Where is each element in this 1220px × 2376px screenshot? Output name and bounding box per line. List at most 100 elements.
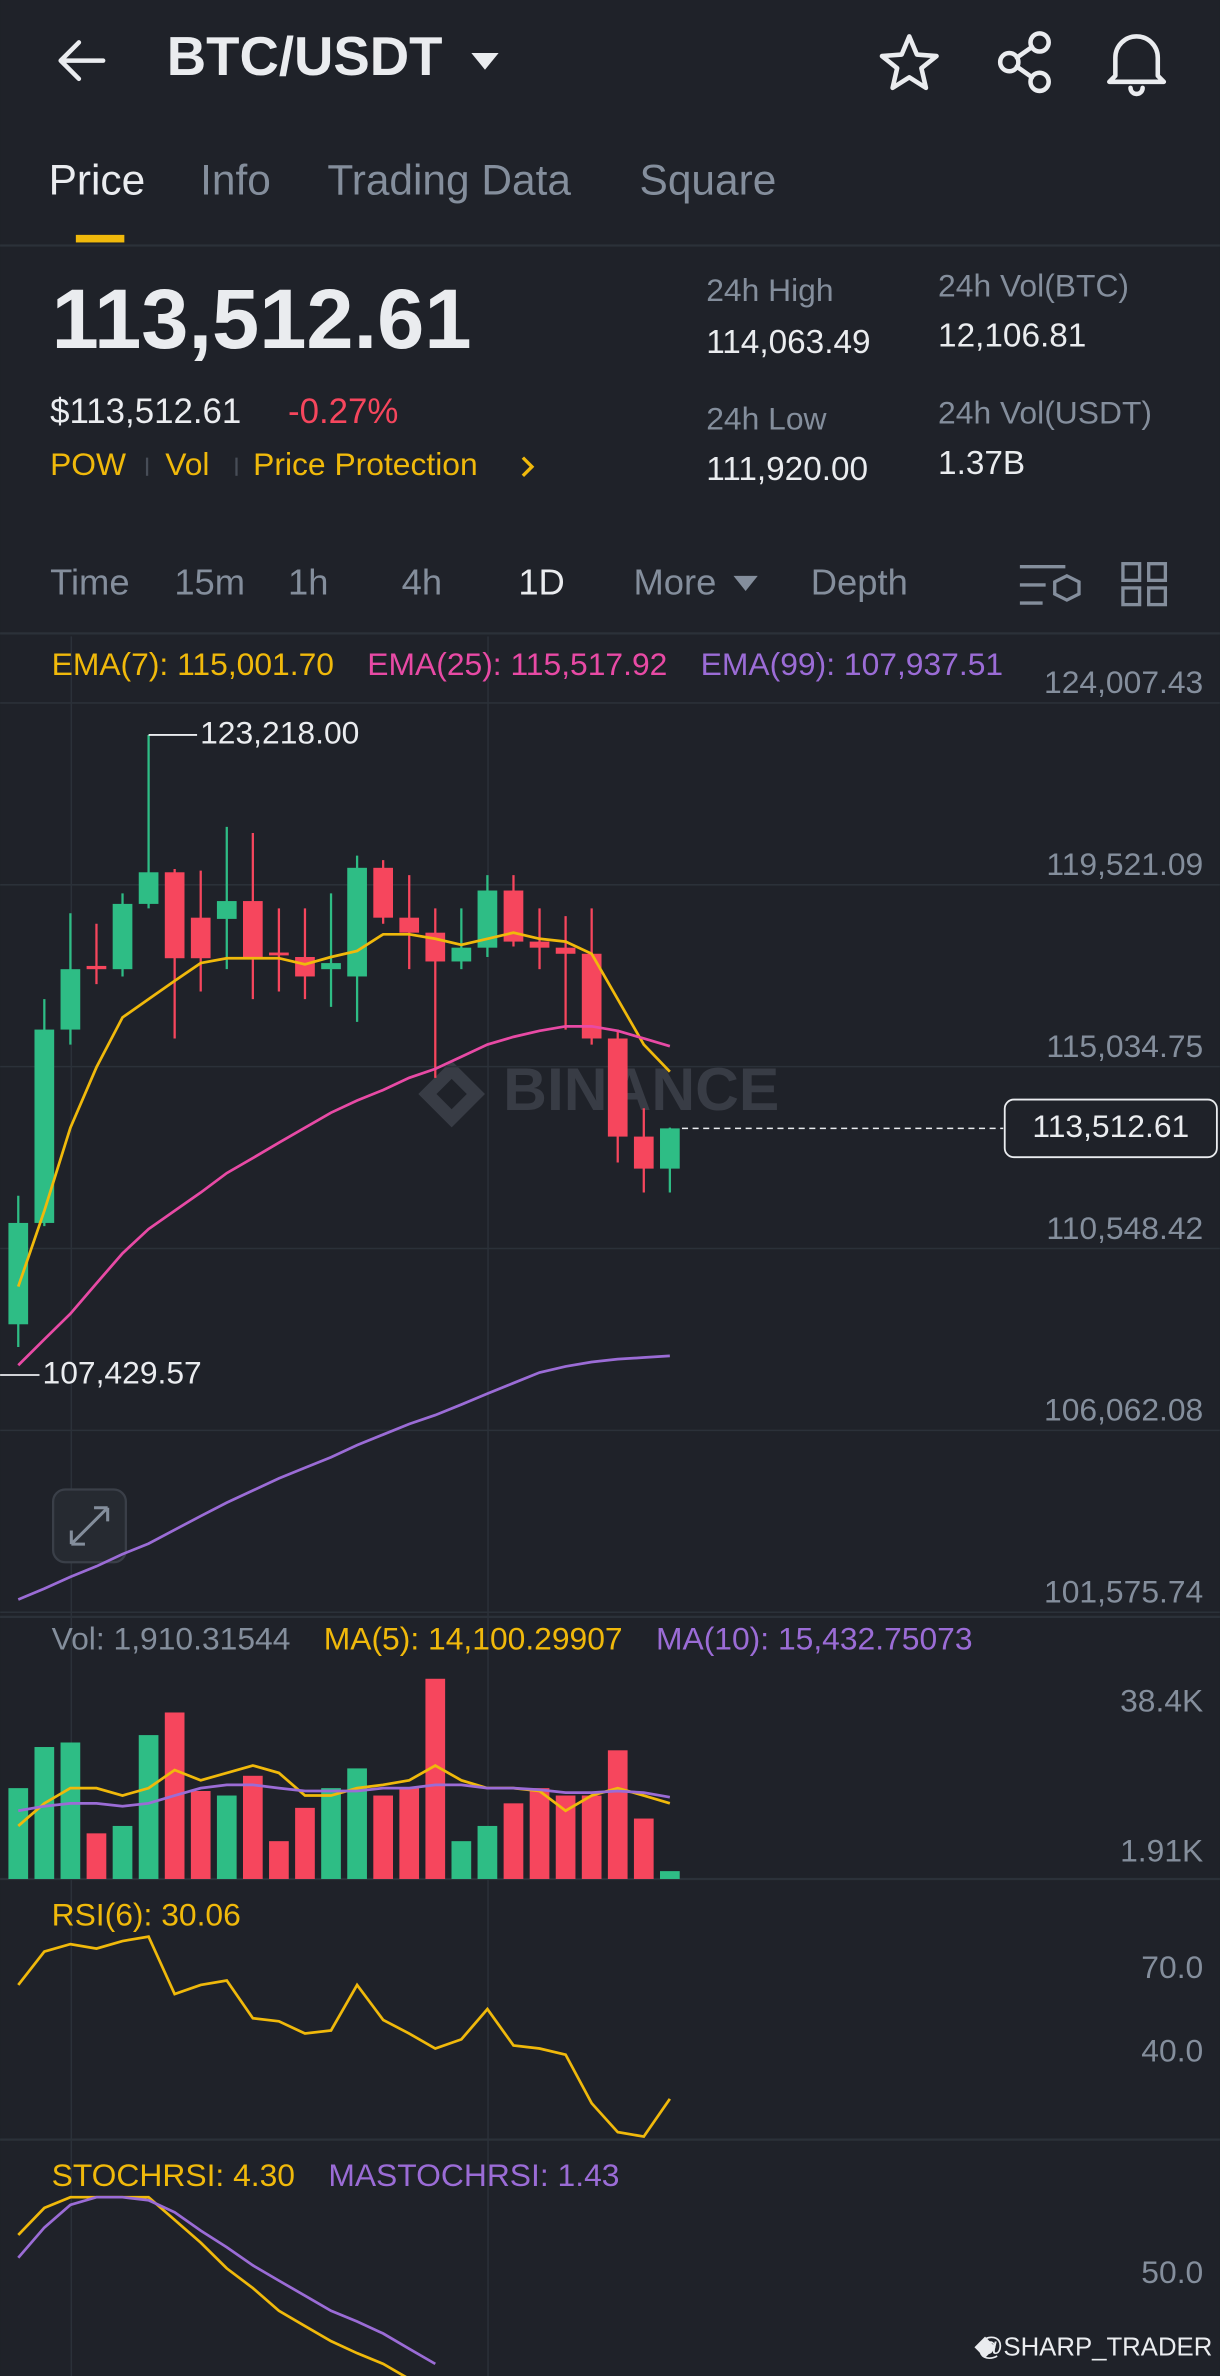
candle-body: [503, 890, 524, 942]
candle-body: [633, 1136, 654, 1169]
volume-bar: [321, 1788, 341, 1879]
tag[interactable]: Vol: [165, 446, 209, 482]
chevron: [521, 456, 535, 477]
chart-settings-button[interactable]: [1019, 565, 1081, 605]
volume-bar: [451, 1841, 472, 1879]
y-tick-label: 38.4K: [1120, 1682, 1203, 1718]
candle-body: [216, 901, 237, 919]
chart-panel: [17, 1935, 671, 2139]
stat-label: 24h Vol(USDT): [938, 395, 1152, 431]
candle-body: [477, 890, 498, 948]
candle-body: [190, 917, 211, 959]
legend-item: MA(5): 14,100.29907: [324, 1620, 623, 1656]
tag[interactable]: POW: [50, 446, 126, 482]
alert-button[interactable]: [1107, 34, 1167, 97]
legend-item: MA(10): 15,432.75073: [656, 1620, 973, 1656]
legend-item: MASTOCHRSI: 1.43: [328, 2157, 619, 2193]
back-button[interactable]: [58, 40, 106, 82]
y-tick-label: 70.0: [1141, 1949, 1203, 1985]
more-dropdown[interactable]: [733, 575, 758, 591]
candle-body: [373, 867, 394, 918]
price-change: -0.27%: [288, 392, 398, 431]
volume-bar: [581, 1795, 602, 1879]
indicator-line: [16, 931, 671, 1288]
y-tick-label: 119,521.09: [1046, 846, 1203, 882]
tab-active[interactable]: Price: [49, 157, 146, 204]
chart-panel: [8, 1678, 680, 1879]
candle-body: [138, 872, 159, 904]
chart-panel: [0, 702, 1220, 1614]
candle-body: [660, 1128, 680, 1169]
candle-body: [581, 953, 602, 1039]
stat-value: 111,920.00: [706, 451, 868, 488]
y-tick-label: 101,575.74: [1044, 1574, 1203, 1610]
footer: @SHARP_TRADER: [974, 2334, 1212, 2362]
candle-body: [34, 1029, 55, 1223]
tag[interactable]: Price Protection: [253, 446, 478, 482]
candle-body: [347, 867, 367, 977]
interval-active[interactable]: 1D: [518, 562, 564, 603]
share-button[interactable]: [997, 31, 1051, 94]
volume-bar: [607, 1750, 628, 1879]
y-tick-label: 50.0: [1141, 2254, 1203, 2290]
y-tick-label: 106,062.08: [1044, 1392, 1203, 1428]
interval[interactable]: Depth: [811, 562, 908, 603]
stat-label: 24h Vol(BTC): [938, 267, 1129, 303]
indicator-line: [17, 1024, 671, 1367]
last-price: 113,512.61: [52, 271, 472, 366]
candle-body: [295, 957, 315, 977]
pair-title[interactable]: BTC/USDT: [167, 26, 443, 87]
layout-button[interactable]: [1121, 562, 1168, 607]
volume-bar: [112, 1825, 133, 1879]
interval[interactable]: 4h: [402, 562, 442, 603]
y-tick-label: 1.91K: [1120, 1832, 1203, 1868]
favorite-button[interactable]: [879, 34, 939, 91]
volume-bar: [373, 1795, 394, 1879]
annotation-label: 107,429.57: [43, 1354, 202, 1390]
candle-body: [112, 903, 133, 970]
expand-button[interactable]: [51, 1488, 127, 1564]
volume-bar: [295, 1807, 315, 1879]
annotation-label: 123,218.00: [200, 714, 359, 750]
volume-bar: [399, 1788, 420, 1879]
volume-bar: [269, 1841, 289, 1879]
legend-item: EMA(7): 115,001.70: [52, 646, 334, 682]
tab[interactable]: Square: [640, 157, 777, 204]
candle-body: [451, 947, 472, 962]
legend-item: STOCHRSI: 4.30: [52, 2157, 295, 2193]
volume-bar: [86, 1833, 107, 1879]
y-tick-label: 115,034.75: [1046, 1028, 1203, 1064]
volume-bar: [425, 1678, 446, 1879]
interval[interactable]: More: [633, 562, 716, 603]
footer-text: @SHARP_TRADER: [977, 2334, 1212, 2362]
y-tick-label: 110,548.42: [1046, 1210, 1203, 1246]
candle-body: [60, 969, 81, 1030]
volume-bar: [190, 1791, 211, 1879]
candle-body: [399, 917, 420, 933]
chart-panel: [17, 2195, 436, 2376]
interval[interactable]: 1h: [288, 562, 328, 603]
candle-body: [164, 872, 185, 959]
volume-bar: [60, 1742, 81, 1879]
volume-bar: [8, 1788, 29, 1879]
tab[interactable]: Trading Data: [327, 157, 571, 204]
stat-value: 12,106.81: [938, 318, 1086, 355]
indicator-line: [17, 1935, 671, 2139]
pair-dropdown[interactable]: [471, 53, 499, 70]
volume-bar: [242, 1775, 263, 1879]
volume-bar: [660, 1871, 680, 1879]
interval[interactable]: 15m: [174, 562, 245, 603]
volume-bar: [34, 1747, 55, 1879]
legend-item: EMA(25): 115,517.92: [367, 646, 667, 682]
legend-item: RSI(6): 30.06: [52, 1896, 241, 1932]
candle-body: [555, 947, 576, 954]
indicator-line: [18, 1783, 671, 1813]
interval[interactable]: Time: [50, 562, 129, 603]
tab[interactable]: Info: [200, 157, 271, 204]
volume-bar: [347, 1768, 367, 1879]
tab-indicator: [75, 234, 125, 243]
legend-item: Vol: 1,910.31544: [52, 1620, 291, 1656]
candle-body: [8, 1222, 29, 1325]
